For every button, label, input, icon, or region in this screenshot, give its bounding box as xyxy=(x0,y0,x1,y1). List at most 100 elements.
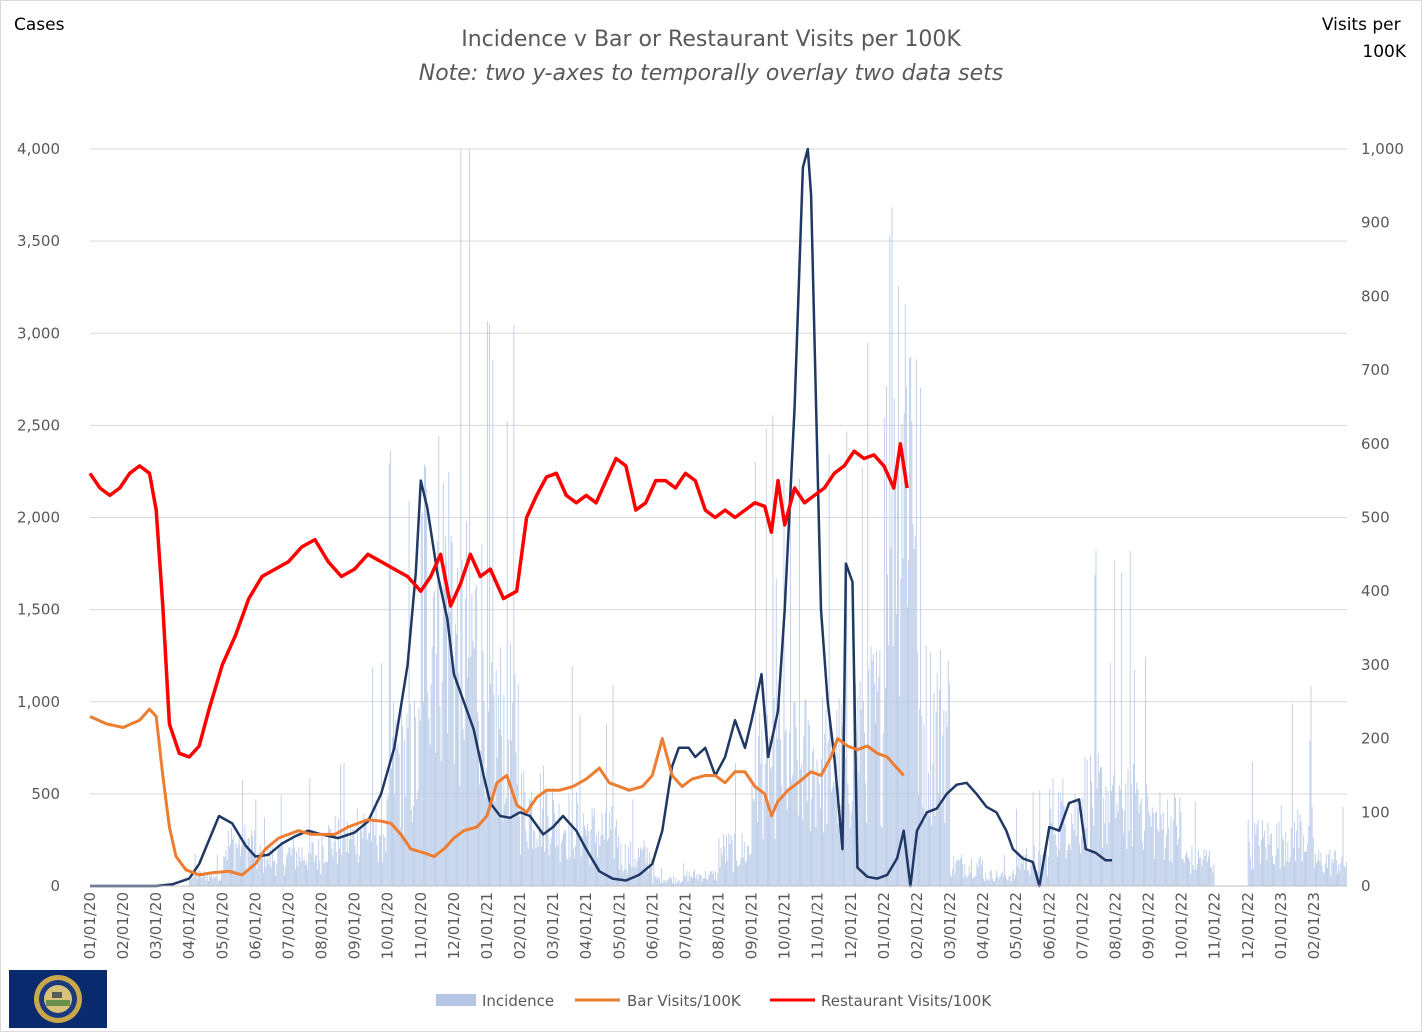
incidence-bar xyxy=(189,879,191,886)
incidence-bar xyxy=(560,842,562,886)
incidence-bar xyxy=(1248,841,1250,886)
incidence-bar xyxy=(329,828,331,886)
incidence-bar xyxy=(979,855,981,886)
incidence-bar xyxy=(607,840,608,886)
x-tick-label: 02/01/21 xyxy=(511,892,529,959)
incidence-bar xyxy=(783,479,785,886)
incidence-bar xyxy=(442,482,444,886)
incidence-bar xyxy=(748,846,750,886)
incidence-bar xyxy=(436,653,438,886)
incidence-bar xyxy=(1312,837,1314,886)
incidence-bar xyxy=(668,878,670,886)
incidence-bar xyxy=(1213,864,1215,886)
incidence-bar xyxy=(1102,847,1104,886)
incidence-bar xyxy=(849,827,851,886)
incidence-bar xyxy=(1317,860,1319,886)
incidence-bar xyxy=(214,876,216,886)
incidence-bar xyxy=(1129,551,1131,886)
seal-landscape xyxy=(46,1000,70,1006)
incidence-bar xyxy=(940,649,941,886)
incidence-bar xyxy=(682,880,683,886)
incidence-bar xyxy=(812,751,814,886)
incidence-bar xyxy=(331,848,333,886)
incidence-bar xyxy=(1139,802,1141,886)
incidence-bar xyxy=(392,737,393,886)
incidence-bar xyxy=(1256,824,1258,886)
incidence-bar xyxy=(892,646,894,886)
incidence-bar xyxy=(957,860,959,886)
incidence-bar xyxy=(724,846,725,886)
incidence-bar xyxy=(1001,870,1003,886)
incidence-bar xyxy=(1277,848,1279,886)
incidence-bar xyxy=(656,879,658,886)
incidence-bar xyxy=(956,859,958,886)
x-tick-label: 03/01/20 xyxy=(147,892,165,959)
incidence-bar xyxy=(200,871,202,886)
incidence-bar xyxy=(246,870,248,886)
incidence-bar xyxy=(1137,789,1139,886)
incidence-bar xyxy=(672,883,673,886)
incidence-bar xyxy=(300,861,302,886)
left-tick-label: 1,000 xyxy=(17,693,60,711)
incidence-bar xyxy=(1019,869,1021,886)
incidence-bar xyxy=(1066,850,1068,886)
incidence-bar xyxy=(297,865,299,886)
incidence-bar xyxy=(1259,863,1261,886)
incidence-bar xyxy=(969,872,971,886)
incidence-bar xyxy=(1278,822,1280,886)
incidence-bar xyxy=(708,874,710,886)
incidence-bar xyxy=(343,762,345,886)
incidence-bar xyxy=(1253,868,1255,886)
incidence-bar xyxy=(782,795,784,886)
incidence-bar xyxy=(253,856,254,886)
incidence-bar xyxy=(601,813,603,886)
incidence-bar xyxy=(1135,794,1137,886)
incidence-bar xyxy=(507,739,509,886)
incidence-bar xyxy=(203,870,205,886)
incidence-bar xyxy=(397,743,399,886)
incidence-bar xyxy=(281,845,283,886)
incidence-bar xyxy=(204,872,206,886)
incidence-bar xyxy=(902,558,904,886)
incidence-bar xyxy=(473,648,475,886)
incidence-bar xyxy=(1209,850,1210,886)
incidence-bar xyxy=(1208,856,1209,886)
left-tick-label: 1,500 xyxy=(17,601,60,619)
incidence-bar xyxy=(991,878,993,886)
incidence-bar xyxy=(598,830,600,886)
incidence-bar xyxy=(1098,771,1100,886)
incidence-bar xyxy=(502,821,504,886)
incidence-bar xyxy=(945,711,947,886)
incidence-bar xyxy=(986,879,988,886)
incidence-bar xyxy=(684,875,686,886)
incidence-bar xyxy=(254,830,256,886)
incidence-bar xyxy=(1074,793,1076,886)
incidence-bar xyxy=(786,809,788,886)
incidence-bar xyxy=(1291,703,1293,886)
incidence-bar xyxy=(1081,835,1083,886)
incidence-bar xyxy=(1283,840,1284,886)
right-tick-label: 700 xyxy=(1361,361,1390,379)
incidence-bar xyxy=(873,682,875,886)
incidence-bar xyxy=(338,818,339,886)
incidence-bar xyxy=(1186,851,1187,886)
incidence-bar xyxy=(464,598,466,886)
incidence-bar xyxy=(1284,866,1285,886)
incidence-bar xyxy=(368,833,370,886)
incidence-bar xyxy=(225,849,227,886)
incidence-bar xyxy=(555,846,557,886)
incidence-bar xyxy=(1296,830,1298,886)
incidence-bar xyxy=(974,876,976,886)
incidence-bar xyxy=(277,850,279,886)
incidence-bar xyxy=(629,863,630,886)
incidence-bar xyxy=(479,784,481,886)
incidence-bar xyxy=(729,843,731,886)
incidence-bar xyxy=(593,808,595,886)
incidence-bar xyxy=(543,765,544,886)
incidence-bar xyxy=(1192,864,1194,886)
x-tick-label: 01/01/21 xyxy=(478,892,496,959)
incidence-bar xyxy=(550,837,552,886)
incidence-bar xyxy=(554,812,556,886)
incidence-bar xyxy=(1287,841,1289,886)
incidence-bar xyxy=(548,855,550,886)
